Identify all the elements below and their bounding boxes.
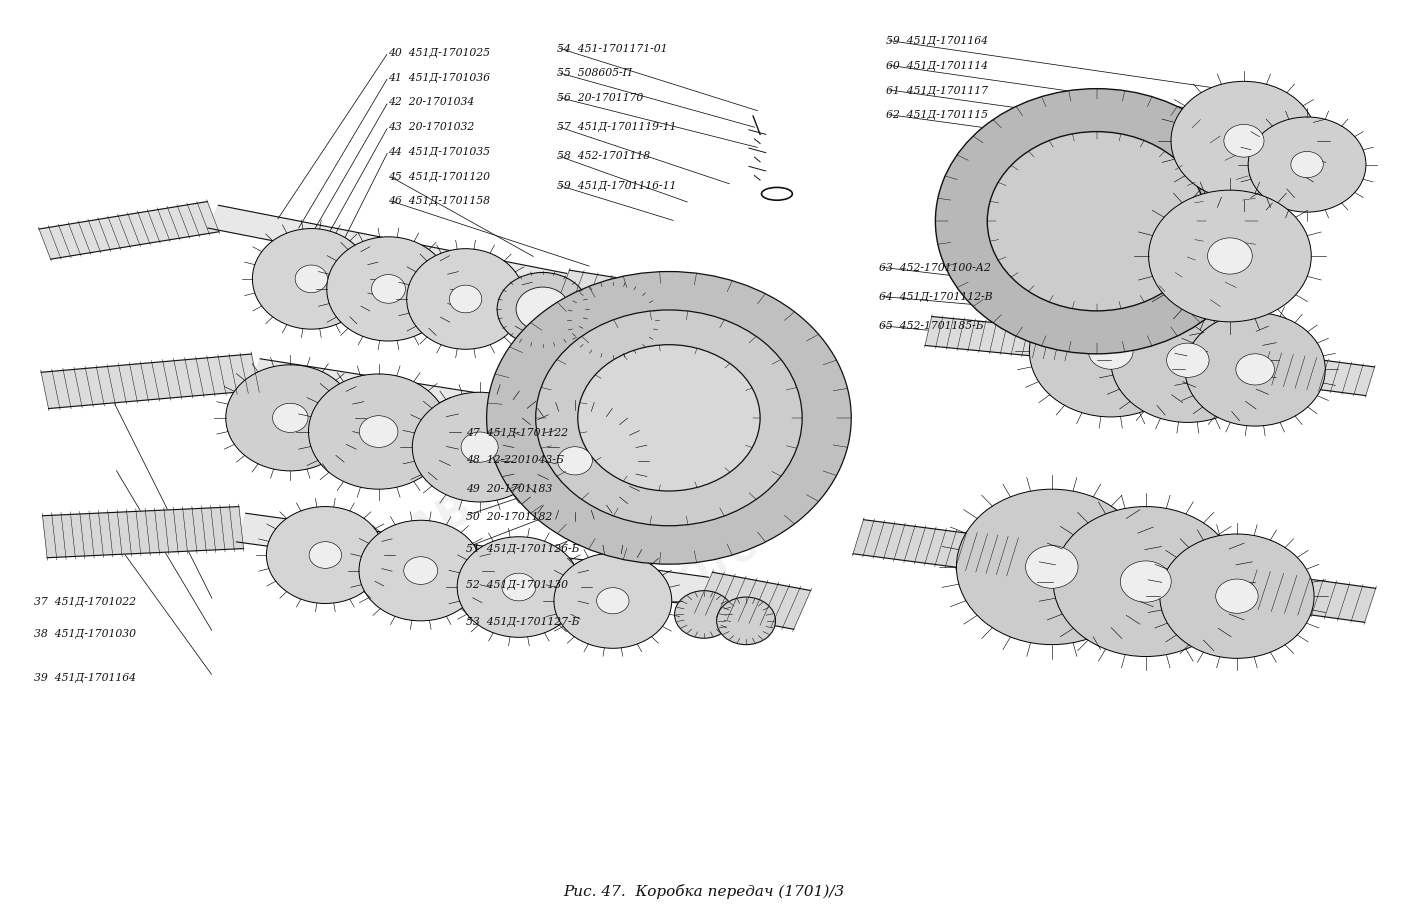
Ellipse shape bbox=[1111, 299, 1264, 423]
Text: АВТОЗАПЧАСТИ: АВТОЗАПЧАСТИ bbox=[400, 326, 783, 557]
Ellipse shape bbox=[513, 410, 638, 513]
Text: 52  451Д-1701130: 52 451Д-1701130 bbox=[466, 580, 567, 590]
Text: 56  20-1701170: 56 20-1701170 bbox=[556, 93, 643, 103]
Polygon shape bbox=[853, 520, 1018, 574]
Text: 64  451Д-1701112-В: 64 451Д-1701112-В bbox=[880, 292, 993, 302]
Polygon shape bbox=[237, 514, 708, 607]
Ellipse shape bbox=[497, 273, 589, 346]
Text: 49  20-1701183: 49 20-1701183 bbox=[466, 483, 552, 494]
Ellipse shape bbox=[1025, 546, 1079, 589]
Ellipse shape bbox=[597, 588, 629, 614]
Ellipse shape bbox=[1160, 535, 1314, 659]
Polygon shape bbox=[251, 359, 639, 446]
Ellipse shape bbox=[458, 537, 580, 638]
Ellipse shape bbox=[460, 433, 498, 462]
Polygon shape bbox=[41, 355, 259, 409]
Text: 47  451Д-1701122: 47 451Д-1701122 bbox=[466, 427, 567, 437]
Ellipse shape bbox=[1171, 82, 1316, 201]
Ellipse shape bbox=[577, 346, 760, 492]
Ellipse shape bbox=[1215, 580, 1259, 614]
Ellipse shape bbox=[956, 490, 1148, 645]
Polygon shape bbox=[1066, 334, 1269, 380]
Text: 50  20-1701182: 50 20-1701182 bbox=[466, 511, 552, 521]
Text: 46  451Д-1701158: 46 451Д-1701158 bbox=[389, 196, 490, 206]
Polygon shape bbox=[558, 271, 696, 321]
Ellipse shape bbox=[225, 366, 355, 471]
Ellipse shape bbox=[517, 288, 569, 332]
Polygon shape bbox=[1260, 354, 1374, 396]
Text: 37  451Д-1701022: 37 451Д-1701022 bbox=[34, 596, 135, 606]
Text: 57  451Д-1701119-11: 57 451Д-1701119-11 bbox=[556, 122, 676, 132]
Ellipse shape bbox=[407, 249, 525, 350]
Ellipse shape bbox=[1236, 355, 1274, 386]
Text: 59  451Д-1701164: 59 451Д-1701164 bbox=[886, 36, 988, 46]
Ellipse shape bbox=[535, 311, 803, 527]
Ellipse shape bbox=[296, 266, 328, 293]
Text: 42  20-1701034: 42 20-1701034 bbox=[389, 97, 474, 108]
Ellipse shape bbox=[1088, 334, 1133, 369]
Ellipse shape bbox=[273, 403, 308, 433]
Ellipse shape bbox=[1121, 562, 1171, 603]
Text: 58  452-1701118: 58 452-1701118 bbox=[556, 152, 650, 161]
Ellipse shape bbox=[1167, 344, 1209, 378]
Ellipse shape bbox=[553, 553, 672, 649]
Ellipse shape bbox=[359, 416, 398, 448]
Text: 63  452-1701100-А2: 63 452-1701100-А2 bbox=[880, 263, 991, 273]
Ellipse shape bbox=[252, 230, 370, 330]
Ellipse shape bbox=[310, 542, 342, 569]
Ellipse shape bbox=[717, 597, 776, 645]
Text: ФОТО: ФОТО bbox=[642, 526, 766, 613]
Ellipse shape bbox=[266, 507, 384, 604]
Text: 60  451Д-1701114: 60 451Д-1701114 bbox=[886, 61, 988, 71]
Polygon shape bbox=[39, 202, 218, 260]
Ellipse shape bbox=[1208, 239, 1252, 275]
Text: 51  451Д-1701126-Б: 51 451Д-1701126-Б bbox=[466, 543, 579, 553]
Ellipse shape bbox=[404, 557, 438, 584]
Ellipse shape bbox=[1224, 125, 1264, 158]
Ellipse shape bbox=[987, 132, 1207, 312]
Ellipse shape bbox=[308, 375, 449, 490]
Text: 65  452-1701185-Б: 65 452-1701185-Б bbox=[880, 321, 984, 331]
Ellipse shape bbox=[413, 392, 546, 503]
Text: Рис. 47.  Коробка передач (1701)/3: Рис. 47. Коробка передач (1701)/3 bbox=[563, 883, 845, 898]
Ellipse shape bbox=[1291, 153, 1324, 178]
Text: 43  20-1701032: 43 20-1701032 bbox=[389, 122, 474, 132]
Text: 44  451Д-1701035: 44 451Д-1701035 bbox=[389, 147, 490, 156]
Ellipse shape bbox=[1029, 286, 1193, 417]
Polygon shape bbox=[1246, 573, 1376, 623]
Polygon shape bbox=[925, 317, 1071, 359]
Polygon shape bbox=[696, 573, 811, 630]
Text: 54  451-1701171-01: 54 451-1701171-01 bbox=[556, 43, 667, 53]
Text: 61  451Д-1701117: 61 451Д-1701117 bbox=[886, 85, 988, 96]
Ellipse shape bbox=[449, 286, 482, 313]
Text: 45  451Д-1701120: 45 451Д-1701120 bbox=[389, 171, 490, 181]
Ellipse shape bbox=[501, 573, 536, 601]
Ellipse shape bbox=[327, 237, 451, 342]
Ellipse shape bbox=[1186, 313, 1325, 426]
Ellipse shape bbox=[586, 299, 639, 343]
Ellipse shape bbox=[1247, 118, 1366, 213]
Ellipse shape bbox=[567, 284, 659, 357]
Ellipse shape bbox=[674, 591, 734, 639]
Polygon shape bbox=[208, 206, 569, 298]
Ellipse shape bbox=[359, 521, 483, 621]
Ellipse shape bbox=[372, 276, 406, 304]
Polygon shape bbox=[627, 414, 781, 472]
Text: 38  451Д-1701030: 38 451Д-1701030 bbox=[34, 628, 135, 638]
Text: 59  451Д-1701116-11: 59 451Д-1701116-11 bbox=[556, 180, 676, 190]
Ellipse shape bbox=[487, 272, 852, 564]
Text: 55  508605-П: 55 508605-П bbox=[556, 68, 632, 78]
Text: 39  451Д-1701164: 39 451Д-1701164 bbox=[34, 672, 135, 682]
Text: 48  12-2201043-Б: 48 12-2201043-Б bbox=[466, 455, 563, 464]
Text: 62  451Д-1701115: 62 451Д-1701115 bbox=[886, 110, 988, 120]
Text: 41  451Д-1701036: 41 451Д-1701036 bbox=[389, 73, 490, 83]
Text: 40  451Д-1701025: 40 451Д-1701025 bbox=[389, 48, 490, 58]
Ellipse shape bbox=[1149, 191, 1311, 323]
Ellipse shape bbox=[935, 89, 1257, 355]
Polygon shape bbox=[1008, 545, 1255, 602]
Ellipse shape bbox=[1053, 507, 1238, 657]
Text: 53  451Д-1701127-Б: 53 451Д-1701127-Б bbox=[466, 616, 579, 626]
Polygon shape bbox=[42, 507, 244, 558]
Ellipse shape bbox=[558, 448, 593, 475]
